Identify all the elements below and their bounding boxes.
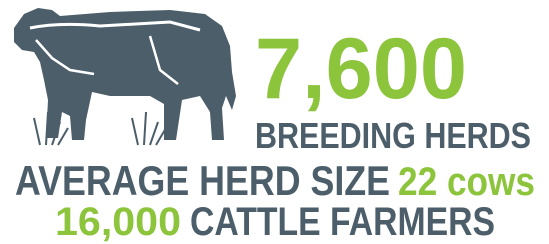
herd-size-label: AVERAGE HERD SIZE [15,157,390,204]
farmers-value: 16,000 [55,200,181,244]
herd-size-value: 22 cows [398,160,535,204]
headline-label: BREEDING HERDS [255,115,531,156]
page: 7,600 BREEDING HERDS AVERAGE HERD SIZE 2… [0,0,549,244]
infographic: 7,600 BREEDING HERDS AVERAGE HERD SIZE 2… [0,0,549,244]
headline-value: 7,600 [255,21,467,117]
farmers-label: CATTLE FARMERS [190,200,495,244]
